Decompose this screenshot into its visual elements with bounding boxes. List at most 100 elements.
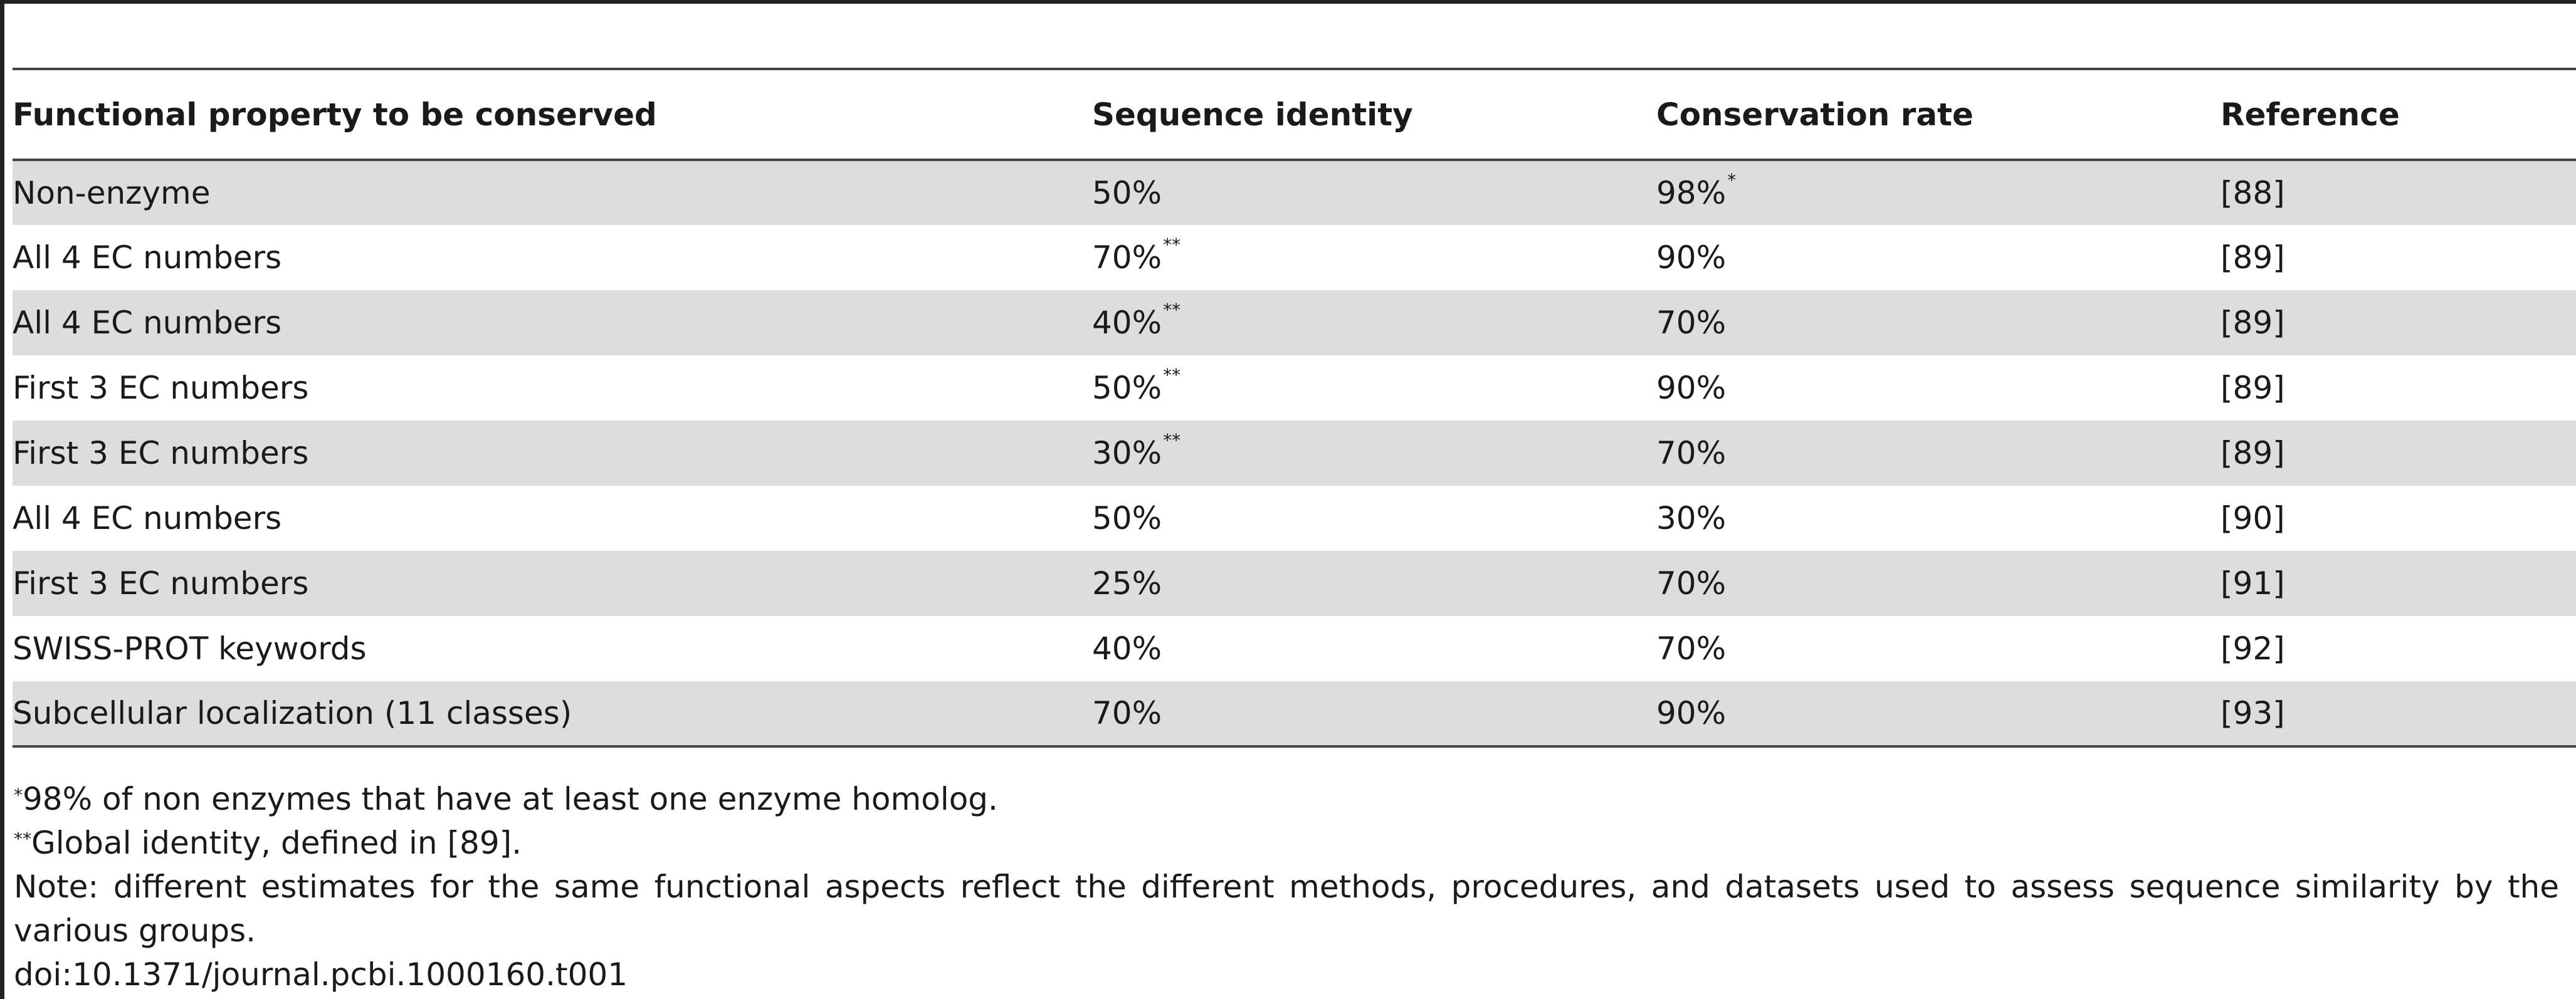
table-row: First 3 EC numbers 30%** 70% [89] [13,421,2576,486]
cell-property-value: All 4 EC numbers [13,305,282,341]
cell-sequence-identity: 50%** [1092,355,1656,421]
table-row: All 4 EC numbers 40%** 70% [89] [13,290,2576,355]
cell-reference-value: [93] [2221,695,2285,731]
footnote-2-mark: ** [14,829,31,849]
cell-sequence-identity: 50% [1092,160,1656,225]
header-functional-property: Functional property to be conserved [13,68,1092,161]
cell-property: First 3 EC numbers [13,421,1092,486]
cell-sequence-identity-value: 50% [1092,175,1162,211]
cell-conservation-rate-value: 70% [1656,305,1727,341]
table-row: SWISS-PROT keywords 40% 70% [92] [13,616,2576,681]
cell-property-value: All 4 EC numbers [13,500,282,536]
footnote-1: *98% of non enzymes that have at least o… [14,777,2559,821]
cell-conservation-rate-value: 90% [1656,370,1727,406]
header-row: Functional property to be conserved Sequ… [13,68,2576,161]
cell-conservation-rate: 90% [1656,681,2221,748]
table-row: Non-enzyme 50% 98%* [88] [13,160,2576,225]
cell-reference: [88] [2221,160,2576,225]
cell-reference: [90] [2221,486,2576,551]
cell-sequence-identity: 25% [1092,551,1656,616]
cell-property: All 4 EC numbers [13,290,1092,355]
cell-reference-value: [89] [2221,435,2285,471]
cell-property: Non-enzyme [13,160,1092,225]
cell-property-value: Subcellular localization (11 classes) [13,695,572,731]
cell-sequence-identity-footnote-mark: ** [1163,430,1181,451]
cell-sequence-identity-value: 70% [1092,695,1162,731]
cell-sequence-identity-value: 30% [1092,435,1162,471]
table-row: All 4 EC numbers 70%** 90% [89] [13,225,2576,290]
cell-sequence-identity-value: 70% [1092,239,1162,276]
cell-reference-value: [89] [2221,305,2285,341]
cell-conservation-rate: 90% [1656,355,2221,421]
header-sequence-identity: Sequence identity [1092,68,1656,161]
left-border [0,0,4,999]
cell-property-value: Non-enzyme [13,175,211,211]
cell-sequence-identity: 70% [1092,681,1656,748]
cell-conservation-rate: 70% [1656,290,2221,355]
cell-sequence-identity-value: 40% [1092,305,1162,341]
table-row: Subcellular localization (11 classes) 70%… [13,681,2576,748]
cell-property: Subcellular localization (11 classes) [13,681,1092,748]
cell-sequence-identity-footnote-mark: ** [1163,365,1181,385]
cell-conservation-rate: 98%* [1656,160,2221,225]
cell-sequence-identity-value: 40% [1092,630,1162,667]
cell-property-value: First 3 EC numbers [13,565,309,602]
cell-property-value: First 3 EC numbers [13,370,309,406]
cell-reference-value: [92] [2221,630,2285,667]
cell-reference: [92] [2221,616,2576,681]
cell-sequence-identity-value: 25% [1092,565,1162,602]
cell-conservation-rate: 70% [1656,616,2221,681]
cell-conservation-rate-footnote-mark: * [1727,170,1737,191]
header-conservation-rate: Conservation rate [1656,68,2221,161]
cell-sequence-identity-value: 50% [1092,370,1162,406]
table-container: Functional property to be conserved Sequ… [13,68,2576,748]
cell-conservation-rate-value: 70% [1656,630,1727,667]
cell-conservation-rate: 90% [1656,225,2221,290]
footnote-2: **Global identity, defined in [89]. [14,821,2559,865]
footnote-2-text: Global identity, defined in [89]. [31,825,522,861]
cell-property: All 4 EC numbers [13,225,1092,290]
cell-conservation-rate: 30% [1656,486,2221,551]
cell-conservation-rate-value: 70% [1656,565,1727,602]
cell-reference-value: [89] [2221,239,2285,276]
cell-property-value: SWISS-PROT keywords [13,630,367,667]
cell-conservation-rate-value: 30% [1656,500,1727,536]
cell-conservation-rate: 70% [1656,551,2221,616]
cell-sequence-identity-value: 50% [1092,500,1162,536]
cell-reference: [89] [2221,225,2576,290]
cell-sequence-identity-footnote-mark: ** [1163,300,1181,320]
cell-conservation-rate-value: 98% [1656,175,1727,211]
cell-reference: [91] [2221,551,2576,616]
footnote-1-text: 98% of non enzymes that have at least on… [23,781,998,817]
cell-conservation-rate-value: 90% [1656,239,1727,276]
table-row: First 3 EC numbers 50%** 90% [89] [13,355,2576,421]
cell-reference: [89] [2221,421,2576,486]
cell-sequence-identity: 30%** [1092,421,1656,486]
cell-conservation-rate-value: 70% [1656,435,1727,471]
top-border [0,0,2576,4]
cell-reference: [89] [2221,290,2576,355]
doi-text: doi:10.1371/journal.pcbi.1000160.t001 [14,956,628,993]
cell-sequence-identity: 40% [1092,616,1656,681]
cell-conservation-rate-value: 90% [1656,695,1727,731]
cell-sequence-identity-footnote-mark: ** [1163,234,1181,255]
footnotes: *98% of non enzymes that have at least o… [14,777,2559,996]
table-body: Non-enzyme 50% 98%* [88] All 4 EC numbers 70%… [13,160,2576,748]
cell-property: First 3 EC numbers [13,355,1092,421]
cell-sequence-identity: 50% [1092,486,1656,551]
cell-reference-value: [91] [2221,565,2285,602]
cell-property-value: First 3 EC numbers [13,435,309,471]
cell-sequence-identity: 40%** [1092,290,1656,355]
footnote-1-mark: * [14,785,23,805]
data-table: Functional property to be conserved Sequ… [13,68,2576,748]
cell-conservation-rate: 70% [1656,421,2221,486]
cell-reference-value: [89] [2221,370,2285,406]
cell-reference-value: [88] [2221,175,2285,211]
cell-reference-value: [90] [2221,500,2285,536]
cell-property: First 3 EC numbers [13,551,1092,616]
cell-property: SWISS-PROT keywords [13,616,1092,681]
cell-reference: [93] [2221,681,2576,748]
table-row: All 4 EC numbers 50% 30% [90] [13,486,2576,551]
cell-property: All 4 EC numbers [13,486,1092,551]
